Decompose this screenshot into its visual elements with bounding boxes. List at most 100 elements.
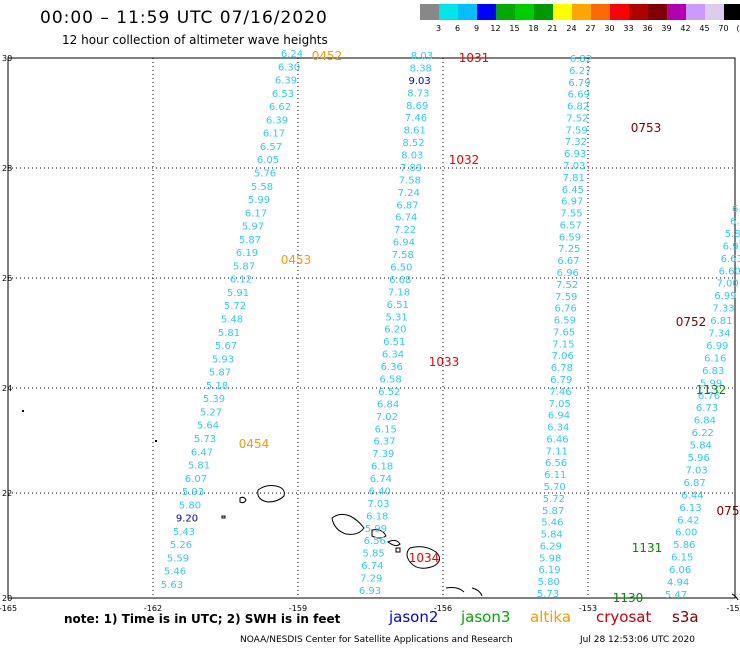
wave-height-value: 5.84: [541, 530, 563, 541]
wave-height-value: 7.34: [708, 329, 730, 340]
wave-height-value: 6.62: [269, 102, 291, 113]
scale-swatch: [667, 4, 686, 20]
wave-height-value: 6.53: [272, 89, 294, 100]
wave-height-value: 5.73: [537, 589, 559, 600]
wave-height-value: 5.72: [543, 494, 565, 505]
wave-height-value: 6.34: [547, 423, 569, 434]
wave-height-value: 7.22: [394, 225, 416, 236]
map-subtitle: 12 hour collection of altimeter wave hei…: [62, 33, 328, 47]
scale-swatch: [686, 4, 705, 20]
wave-height-value: 6.37: [373, 437, 395, 448]
x-tick-label: -165: [0, 604, 17, 613]
wave-height-value: 6.59: [554, 316, 576, 327]
wave-height-value: 5.86: [673, 540, 695, 551]
wave-height-value: 6.45: [562, 185, 584, 196]
wave-height-value: 6.17: [245, 208, 267, 219]
x-tick-label: -162: [144, 604, 162, 613]
scale-swatch: [572, 4, 591, 20]
wave-height-value: 6.83: [702, 366, 724, 377]
map-frame: [7, 57, 736, 599]
wave-height-value: 7.81: [563, 173, 585, 184]
pass-time-label: 1034: [409, 551, 440, 565]
wave-height-value: 7.05: [549, 399, 571, 410]
wave-height-value: 6.24: [281, 49, 303, 60]
scale-label: 70: [718, 24, 729, 33]
wave-height-value: 6.51: [387, 300, 409, 311]
wave-height-value: 6.00: [675, 528, 697, 539]
scale-swatch: [477, 4, 496, 20]
pass-time-label: 1032: [449, 153, 480, 167]
wave-height-value: 6.07: [185, 474, 207, 485]
wave-height-value: 5.46: [541, 518, 563, 529]
legend-item-jason2: jason2: [389, 608, 439, 626]
wave-height-value: 6.93: [359, 586, 381, 597]
wave-height-value: 7.89: [400, 163, 422, 174]
scale-swatch: [496, 4, 515, 20]
wave-height-value: 6.15: [671, 553, 693, 564]
wave-height-value: 7.03: [563, 161, 585, 172]
wave-height-value: 6.74: [395, 213, 417, 224]
scale-swatch: [629, 4, 648, 20]
wave-height-value: 5.81: [188, 461, 210, 472]
x-tick-label: -153: [579, 604, 597, 613]
wave-height-value: 6.60: [719, 266, 740, 277]
scale-swatch: [515, 4, 534, 20]
scale-label: 39: [661, 24, 672, 33]
wave-height-value: 6.82: [570, 54, 592, 65]
wave-height-value: 6.74: [361, 561, 383, 572]
wave-height-value: 6.78: [551, 363, 573, 374]
pass-time-label: 0753: [631, 121, 662, 135]
wave-height-value: 5.87: [239, 235, 261, 246]
wave-height-value: 8.61: [404, 126, 426, 137]
wave-height-value: 5.73: [194, 434, 216, 445]
generated-timestamp: Jul 28 12:53:06 UTC 2020: [580, 635, 695, 645]
scale-label: 15: [509, 24, 520, 33]
wave-height-value: 6.94: [548, 411, 570, 422]
wave-height-value: 5.43: [173, 527, 195, 538]
pass-time-label: 1130: [613, 591, 644, 605]
wave-height-value: 7.39: [372, 449, 394, 460]
wave-height-value: 5.63: [161, 580, 183, 591]
wave-height-value: 7.59: [555, 292, 577, 303]
wave-height-value: 6.82: [567, 102, 589, 113]
pass-time-label: 0452: [312, 49, 343, 63]
wave-height-value: 6.18: [371, 462, 393, 473]
footnote: note: 1) Time is in UTC; 2) SWH is in fe…: [64, 612, 341, 626]
wave-height-value: 8.73: [407, 88, 429, 99]
wave-height-value: 5.80: [538, 577, 560, 588]
wave-height-value: 6.59: [559, 232, 581, 243]
wave-height-value: 5.98: [539, 553, 561, 564]
wave-height-value: 6.11: [544, 470, 566, 481]
wave-height-value: 7.00: [716, 279, 738, 290]
wave-height-value: 5.67: [215, 341, 237, 352]
wave-height-value: 5.70: [543, 482, 565, 493]
wave-height-value: 7.24: [398, 188, 420, 199]
y-tick-label: 24: [2, 384, 12, 393]
wave-height-value: 7.46: [549, 387, 571, 398]
wave-height-value: 7.02: [376, 412, 398, 423]
wave-height-value: 6.81: [710, 316, 732, 327]
wave-height-value: 5.72: [224, 301, 246, 312]
wave-height-value: 7.18: [388, 287, 410, 298]
wave-height-value: 6.79: [550, 375, 572, 386]
wave-height-value: 6.56: [545, 458, 567, 469]
x-tick-label: -159: [289, 604, 307, 613]
wave-height-value: 8.69: [406, 101, 428, 112]
wave-height-value: 6.97: [723, 241, 740, 252]
wave-height-value: 6.73: [696, 403, 718, 414]
wave-height-value: 6.9: [730, 217, 740, 228]
scale-label: 33: [623, 24, 634, 33]
wave-height-value: 7.29: [360, 574, 382, 585]
wave-height-value: 5.91: [227, 288, 249, 299]
wave-height-value: 5.64: [197, 421, 219, 432]
wave-height-value: 6.87: [683, 478, 705, 489]
wave-height-value: 7.65: [553, 327, 575, 338]
wave-height-value: 6.76: [554, 304, 576, 315]
scale-label: 27: [585, 24, 596, 33]
wave-height-value: 5.96: [688, 453, 710, 464]
scale-label: (ft): [736, 24, 740, 33]
scale-swatch: [648, 4, 667, 20]
wave-height-value: 6.18: [366, 511, 388, 522]
wave-height-value: 6.50: [390, 263, 412, 274]
wave-height-value: 7.52: [566, 113, 588, 124]
